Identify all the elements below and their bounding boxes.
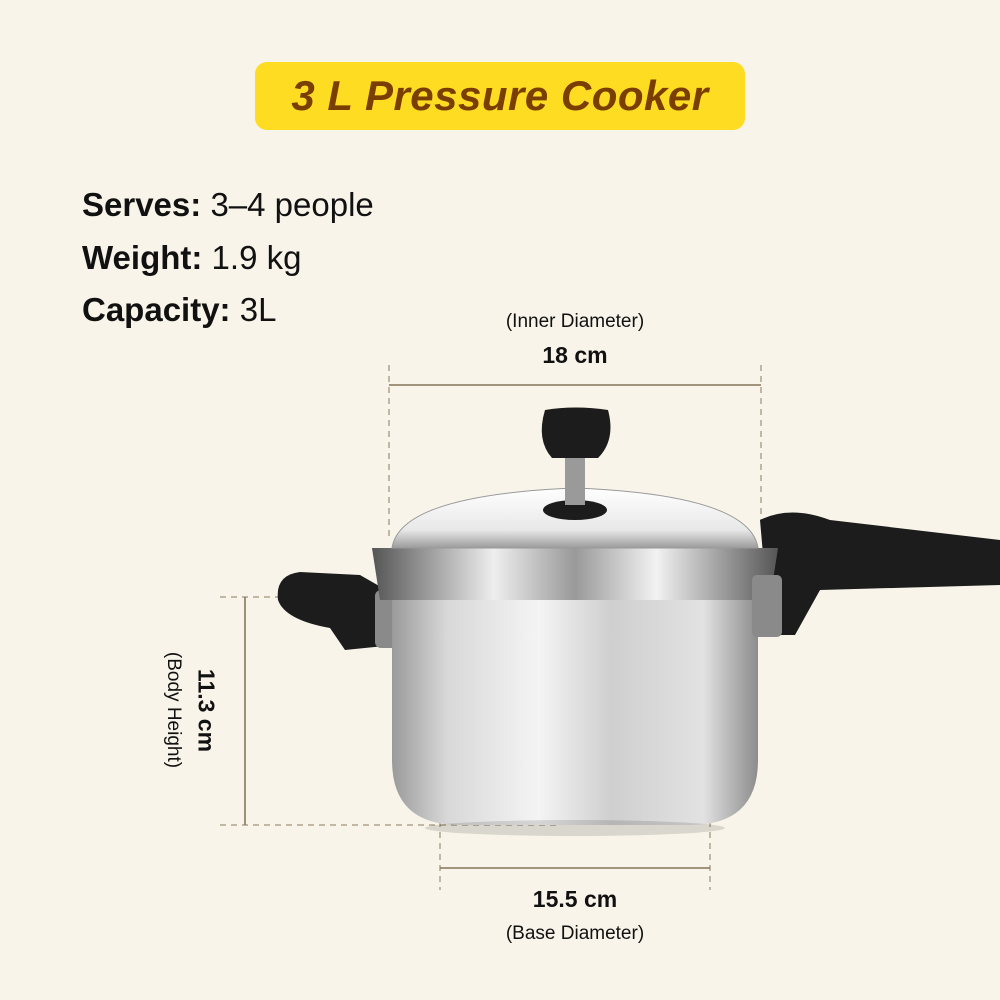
inner-diameter-value: 18 cm (542, 342, 608, 368)
body-height-value: 11.3 cm (193, 668, 220, 753)
spec-value: 3–4 people (210, 186, 374, 223)
base-diameter-caption: (Base Diameter) (505, 923, 645, 944)
main-handle (760, 512, 1000, 635)
spec-value: 1.9 kg (211, 239, 302, 276)
spec-label: Serves: (82, 186, 202, 223)
spec-label: Capacity: (82, 291, 231, 328)
spec-capacity: Capacity: 3L (82, 291, 276, 329)
cooker-body (392, 590, 758, 825)
page-title: 3 L Pressure Cooker (291, 72, 709, 119)
spec-serves: Serves: 3–4 people (82, 186, 374, 224)
inner-diameter-caption: (Inner Diameter) (505, 311, 645, 332)
body-height-caption: (Body Height) (163, 651, 184, 769)
spec-value: 3L (239, 291, 277, 328)
spec-weight: Weight: 1.9 kg (82, 239, 301, 277)
title-banner: 3 L Pressure Cooker (255, 62, 745, 130)
base-diameter-value: 15.5 cm (532, 886, 618, 912)
side-handle (277, 572, 395, 650)
spec-label: Weight: (82, 239, 203, 276)
whistle-knob (541, 407, 611, 458)
